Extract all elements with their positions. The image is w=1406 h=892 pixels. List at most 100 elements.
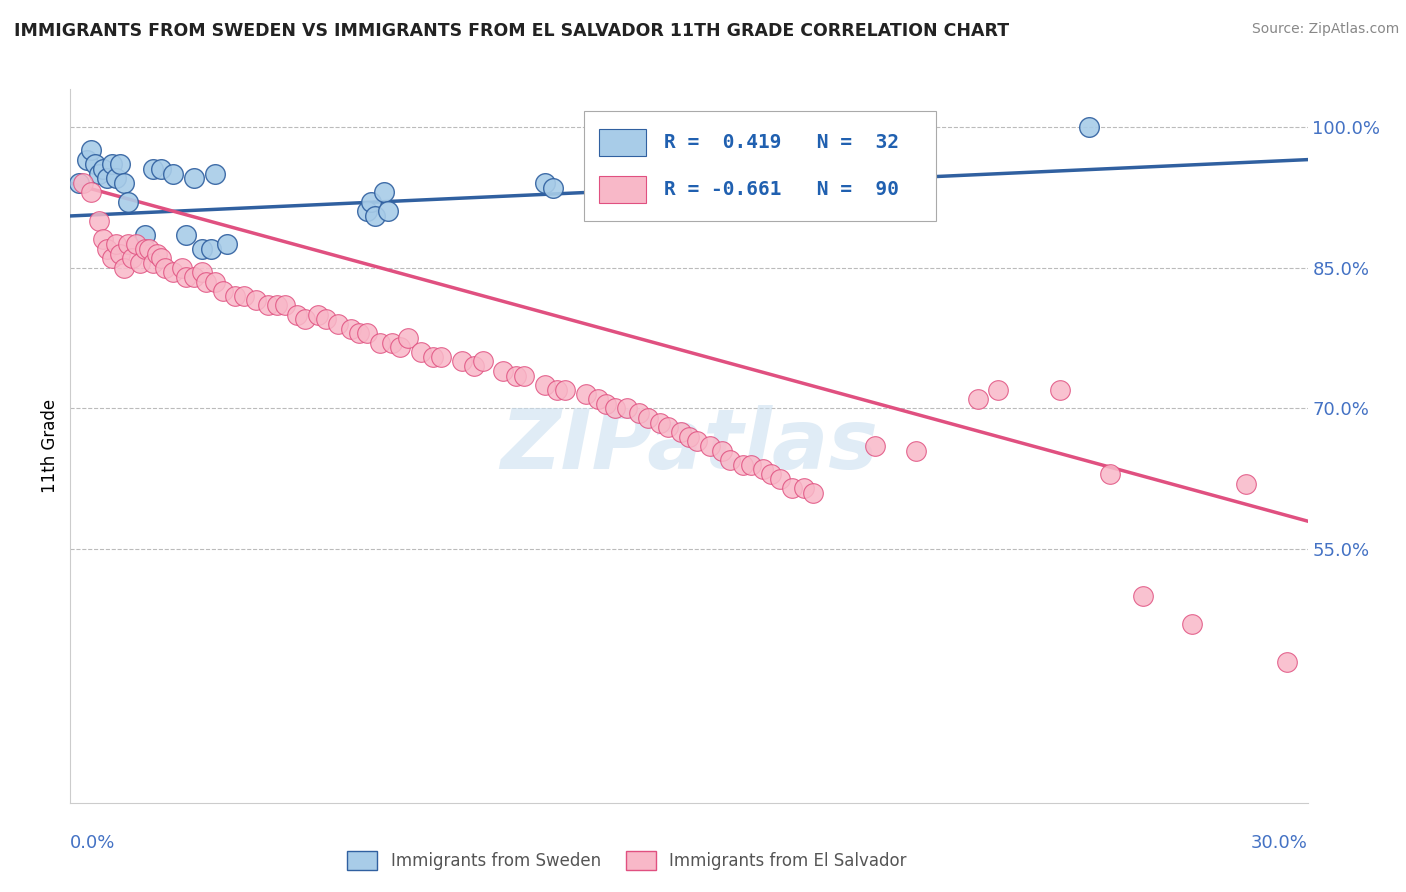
Point bbox=[761, 467, 783, 482]
Point bbox=[377, 204, 399, 219]
Point bbox=[373, 186, 395, 200]
Point bbox=[162, 265, 184, 279]
Point bbox=[492, 364, 515, 378]
Text: 30.0%: 30.0% bbox=[1251, 834, 1308, 852]
Point bbox=[183, 171, 205, 186]
Point bbox=[1275, 655, 1298, 669]
Point bbox=[134, 242, 156, 256]
Point bbox=[628, 406, 651, 420]
Point bbox=[678, 429, 700, 443]
Point bbox=[575, 387, 598, 401]
Point bbox=[100, 157, 122, 171]
Point bbox=[142, 256, 165, 270]
Point bbox=[112, 176, 135, 190]
Point bbox=[153, 260, 176, 275]
Point bbox=[669, 425, 692, 439]
Text: IMMIGRANTS FROM SWEDEN VS IMMIGRANTS FROM EL SALVADOR 11TH GRADE CORRELATION CHA: IMMIGRANTS FROM SWEDEN VS IMMIGRANTS FRO… bbox=[14, 22, 1010, 40]
FancyBboxPatch shape bbox=[583, 111, 936, 221]
Point bbox=[368, 335, 391, 350]
Text: ZIPatlas: ZIPatlas bbox=[501, 406, 877, 486]
Point bbox=[398, 331, 420, 345]
Point bbox=[67, 176, 90, 190]
Point bbox=[1132, 589, 1154, 603]
Bar bbox=[599, 176, 645, 202]
Point bbox=[191, 265, 214, 279]
Point bbox=[356, 326, 378, 341]
Point bbox=[89, 167, 111, 181]
Point bbox=[328, 317, 350, 331]
Point bbox=[212, 284, 235, 298]
Point bbox=[1234, 476, 1257, 491]
Point bbox=[422, 350, 444, 364]
Point bbox=[100, 251, 122, 265]
Text: R =  0.419   N =  32: R = 0.419 N = 32 bbox=[664, 133, 900, 153]
Point bbox=[307, 308, 329, 322]
Point bbox=[257, 298, 280, 312]
Point bbox=[146, 246, 169, 260]
Y-axis label: 11th Grade: 11th Grade bbox=[41, 399, 59, 493]
Point bbox=[285, 308, 308, 322]
Point bbox=[104, 171, 127, 186]
Point bbox=[987, 383, 1010, 397]
Point bbox=[793, 481, 815, 495]
Point bbox=[1049, 383, 1071, 397]
Point bbox=[183, 270, 205, 285]
Point bbox=[863, 439, 886, 453]
Point bbox=[595, 397, 617, 411]
Point bbox=[707, 181, 730, 195]
Point bbox=[142, 161, 165, 176]
Point bbox=[801, 486, 824, 500]
Point bbox=[637, 410, 659, 425]
Point bbox=[245, 293, 267, 308]
Point bbox=[315, 312, 337, 326]
Point bbox=[96, 242, 118, 256]
Point bbox=[430, 350, 453, 364]
Point bbox=[718, 453, 741, 467]
Point bbox=[657, 420, 679, 434]
Point bbox=[121, 251, 143, 265]
Point bbox=[780, 481, 803, 495]
Point bbox=[104, 237, 127, 252]
Point bbox=[150, 161, 173, 176]
Point bbox=[546, 383, 568, 397]
Point bbox=[381, 335, 404, 350]
Point bbox=[91, 161, 114, 176]
Point bbox=[463, 359, 485, 374]
Point bbox=[347, 326, 370, 341]
Point bbox=[699, 439, 721, 453]
Point bbox=[904, 443, 927, 458]
Point bbox=[117, 194, 139, 209]
Point bbox=[513, 368, 536, 383]
Point bbox=[80, 186, 103, 200]
Point bbox=[91, 232, 114, 246]
Point bbox=[586, 392, 609, 406]
Point bbox=[117, 237, 139, 252]
Point bbox=[966, 392, 988, 406]
Point bbox=[360, 194, 382, 209]
Point bbox=[533, 378, 555, 392]
Point bbox=[471, 354, 494, 368]
Point bbox=[752, 462, 775, 476]
Text: Source: ZipAtlas.com: Source: ZipAtlas.com bbox=[1251, 22, 1399, 37]
Point bbox=[96, 171, 118, 186]
Text: 0.0%: 0.0% bbox=[70, 834, 115, 852]
Text: R = -0.661   N =  90: R = -0.661 N = 90 bbox=[664, 179, 900, 199]
Point bbox=[616, 401, 638, 416]
Point bbox=[699, 176, 721, 190]
Point bbox=[112, 260, 135, 275]
Point bbox=[170, 260, 193, 275]
Point bbox=[76, 153, 98, 167]
Point bbox=[533, 176, 555, 190]
Point bbox=[648, 416, 671, 430]
Point bbox=[138, 242, 160, 256]
Point bbox=[451, 354, 474, 368]
Point bbox=[356, 204, 378, 219]
Point bbox=[204, 275, 226, 289]
Point bbox=[134, 227, 156, 242]
Point bbox=[108, 157, 131, 171]
Point bbox=[195, 275, 218, 289]
Point bbox=[603, 401, 626, 416]
Point bbox=[200, 242, 222, 256]
Point bbox=[541, 181, 564, 195]
Point bbox=[740, 458, 762, 472]
